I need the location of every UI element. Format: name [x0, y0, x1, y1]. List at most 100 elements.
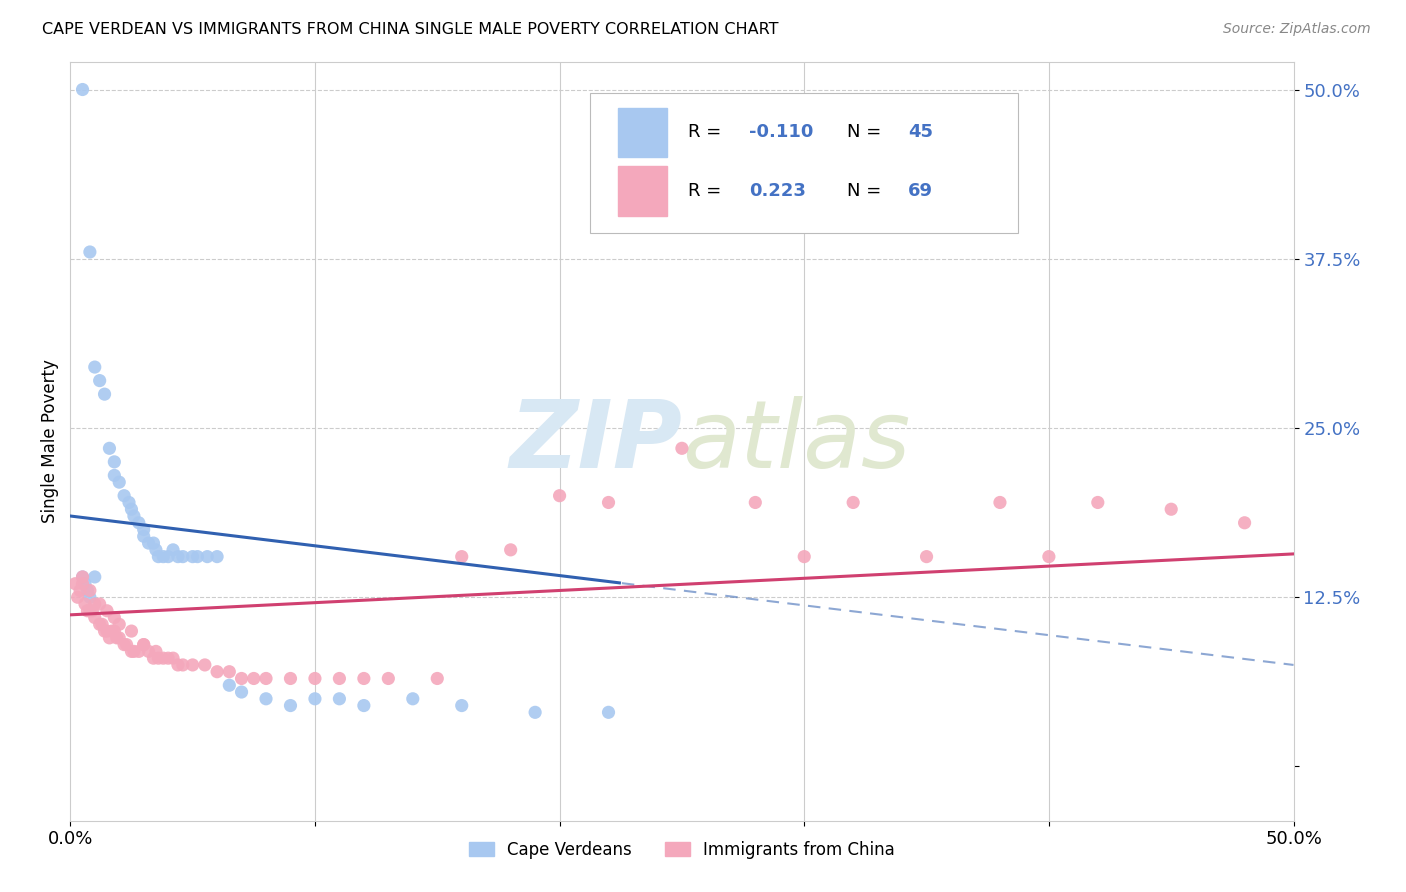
Point — [79, 591, 101, 605]
Point — [93, 387, 115, 401]
Point — [66, 591, 89, 605]
Point — [73, 597, 96, 611]
Text: 69: 69 — [908, 182, 934, 201]
Point — [128, 516, 150, 530]
Point — [69, 583, 91, 598]
Point — [231, 672, 253, 686]
Text: atlas: atlas — [682, 396, 910, 487]
Point — [79, 604, 101, 618]
Point — [101, 624, 124, 639]
Point — [91, 617, 114, 632]
Point — [1087, 495, 1109, 509]
Point — [328, 672, 350, 686]
Point — [105, 631, 128, 645]
FancyBboxPatch shape — [591, 93, 1018, 233]
Point — [89, 617, 111, 632]
Text: -0.110: -0.110 — [749, 123, 814, 141]
Point — [915, 549, 938, 564]
Point — [167, 657, 190, 672]
Point — [83, 570, 105, 584]
Point — [195, 549, 218, 564]
Point — [132, 638, 155, 652]
Point — [328, 691, 350, 706]
Point — [132, 529, 155, 543]
Point — [548, 489, 571, 503]
Point — [304, 691, 326, 706]
Text: R =: R = — [688, 123, 727, 141]
Point — [112, 638, 135, 652]
Point — [83, 360, 105, 375]
Point — [353, 672, 375, 686]
Point — [162, 651, 184, 665]
Point — [103, 468, 125, 483]
Point — [138, 644, 160, 658]
Text: Source: ZipAtlas.com: Source: ZipAtlas.com — [1223, 22, 1371, 37]
Point — [402, 691, 425, 706]
Point — [121, 502, 143, 516]
Point — [115, 638, 138, 652]
Bar — [619, 108, 668, 157]
Point — [842, 495, 865, 509]
Point — [450, 698, 472, 713]
Point — [377, 672, 399, 686]
Point — [63, 576, 86, 591]
Point — [103, 455, 125, 469]
Point — [89, 597, 111, 611]
Point — [96, 624, 118, 639]
Point — [353, 698, 375, 713]
Y-axis label: Single Male Poverty: Single Male Poverty — [41, 359, 59, 524]
Point — [148, 651, 170, 665]
Point — [988, 495, 1011, 509]
Point — [122, 508, 145, 523]
Point — [181, 657, 204, 672]
Point — [499, 542, 522, 557]
Text: 0.223: 0.223 — [749, 182, 806, 201]
Point — [98, 631, 121, 645]
Point — [181, 549, 204, 564]
Point — [157, 549, 180, 564]
Point — [152, 549, 174, 564]
Point — [103, 624, 125, 639]
Point — [89, 374, 111, 388]
Bar — [619, 166, 668, 216]
Point — [108, 475, 131, 490]
Point — [138, 536, 160, 550]
Point — [162, 542, 184, 557]
Point — [304, 672, 326, 686]
Point — [83, 610, 105, 624]
Point — [186, 549, 208, 564]
Point — [96, 604, 118, 618]
Point — [128, 644, 150, 658]
Point — [598, 706, 620, 720]
Point — [79, 244, 101, 259]
Point — [167, 549, 190, 564]
Point — [108, 631, 131, 645]
Point — [132, 523, 155, 537]
Point — [205, 665, 228, 679]
Point — [671, 442, 693, 456]
Point — [172, 549, 194, 564]
Point — [1233, 516, 1256, 530]
Point — [122, 644, 145, 658]
Text: ZIP: ZIP — [509, 395, 682, 488]
Point — [108, 617, 131, 632]
Point — [72, 82, 94, 96]
Point — [1038, 549, 1060, 564]
Point — [72, 576, 94, 591]
Point — [93, 624, 115, 639]
Point — [132, 638, 155, 652]
Point — [121, 624, 143, 639]
Point — [793, 549, 815, 564]
Point — [1160, 502, 1182, 516]
Point — [142, 536, 165, 550]
Text: R =: R = — [688, 182, 727, 201]
Text: CAPE VERDEAN VS IMMIGRANTS FROM CHINA SINGLE MALE POVERTY CORRELATION CHART: CAPE VERDEAN VS IMMIGRANTS FROM CHINA SI… — [42, 22, 779, 37]
Legend: Cape Verdeans, Immigrants from China: Cape Verdeans, Immigrants from China — [463, 834, 901, 865]
Point — [82, 604, 104, 618]
Point — [231, 685, 253, 699]
Point — [450, 549, 472, 564]
Point — [218, 665, 240, 679]
Point — [152, 651, 174, 665]
Point — [72, 570, 94, 584]
Point — [72, 570, 94, 584]
